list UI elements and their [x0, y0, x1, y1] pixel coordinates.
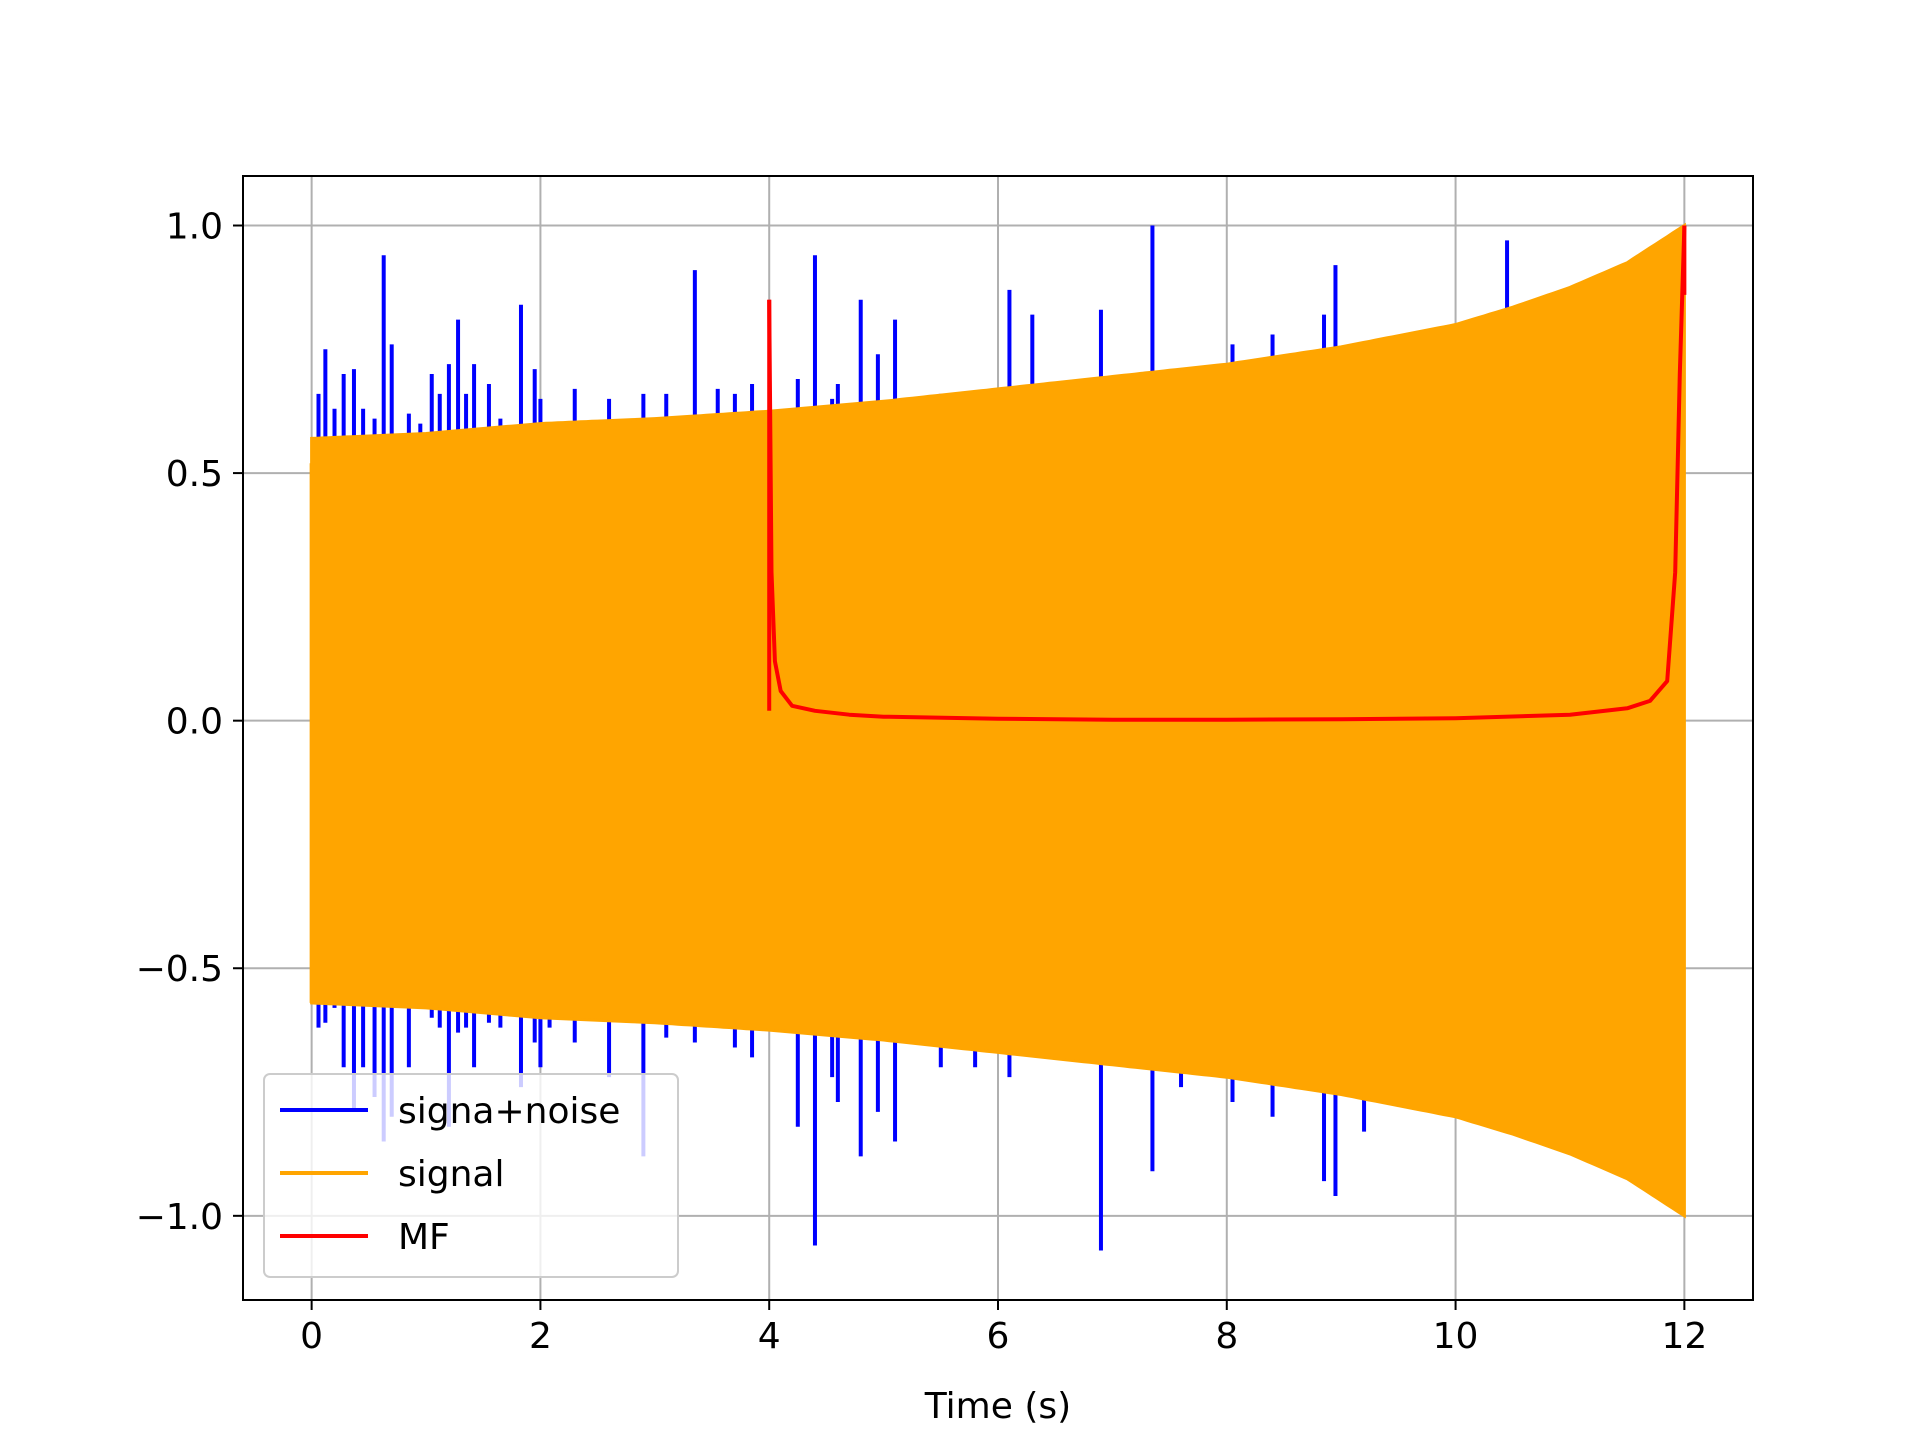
y-tick-label: −0.5: [136, 949, 223, 990]
y-tick-label: −1.0: [136, 1197, 223, 1238]
x-tick-label: 6: [987, 1316, 1010, 1357]
x-tick-label: 12: [1661, 1316, 1707, 1357]
y-tick-label: 0.0: [166, 702, 223, 743]
y-axis: 1.0 0.5 0.0 −0.5 −1.0: [136, 207, 243, 1238]
x-tick-label: 10: [1433, 1316, 1479, 1357]
plot-area: [309, 222, 1687, 1251]
x-axis: 0 2 4 6 8 10 12: [300, 1300, 1707, 1357]
series-mf: [767, 225, 1687, 722]
x-tick-label: 4: [758, 1316, 781, 1357]
legend-label: signal: [398, 1154, 505, 1195]
y-tick-label: 0.5: [166, 454, 223, 495]
legend-label: MF: [398, 1217, 450, 1258]
legend: signa+noise signal MF: [263, 1073, 679, 1278]
x-axis-label: Time (s): [924, 1386, 1071, 1427]
x-tick-label: 2: [529, 1316, 552, 1357]
y-tick-label: 1.0: [166, 207, 223, 248]
x-tick-label: 8: [1215, 1316, 1238, 1357]
x-tick-label: 0: [300, 1316, 323, 1357]
legend-label: signa+noise: [398, 1091, 620, 1132]
legend-box: [263, 1073, 679, 1278]
